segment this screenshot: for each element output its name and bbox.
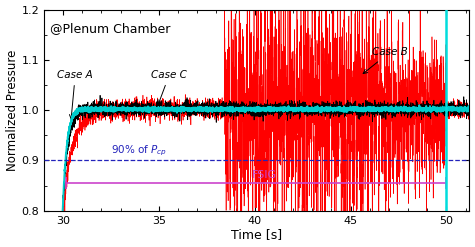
Y-axis label: Normalized Pressure: Normalized Pressure (6, 49, 19, 171)
Text: 90% of $P_{cp}$: 90% of $P_{cp}$ (111, 144, 167, 159)
Text: FSIG: FSIG (252, 170, 277, 180)
Text: Case C: Case C (151, 70, 187, 104)
Text: @Plenum Chamber: @Plenum Chamber (50, 22, 170, 35)
Text: Case B: Case B (363, 47, 408, 74)
Text: Case A: Case A (57, 70, 93, 119)
X-axis label: Time [s]: Time [s] (231, 228, 282, 242)
